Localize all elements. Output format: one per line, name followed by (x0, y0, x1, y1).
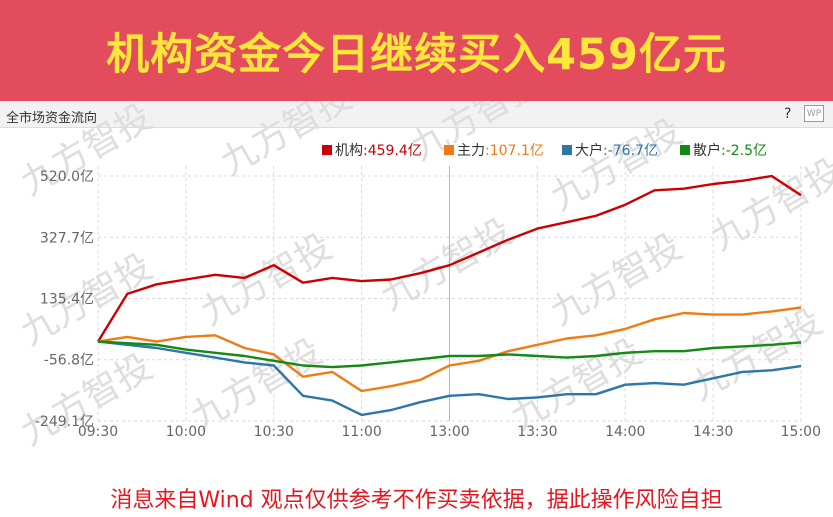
watermark-text: 九方智投 (14, 101, 159, 204)
legend-label: 主力:107.1亿 (457, 143, 544, 159)
panel-title: 全市场资金流向 (6, 111, 98, 126)
watermark-text: 九方智投 (544, 111, 689, 219)
legend-label: 散户:-2.5亿 (693, 142, 767, 159)
x-axis-ticks: 09:30 10:00 10:30 11:00 13:00 13:30 14:00 14:30… (78, 424, 821, 440)
grid-layer (97, 166, 802, 422)
legend-swatch (444, 145, 454, 155)
y-tick-label: 520.0亿 (40, 169, 94, 185)
help-icon[interactable]: ? (784, 106, 792, 122)
watermark-text: 九方智投 (184, 331, 329, 439)
legend-label: 大户:-76.7亿 (575, 142, 658, 159)
y-tick-label: 135.4亿 (40, 292, 94, 308)
panel-header: 全市场资金流向 ? WP (0, 101, 833, 128)
headline-banner: 机构资金今日继续买入459亿元 (0, 0, 833, 101)
legend-value: :459.4亿 (363, 143, 422, 159)
wp-badge-icon[interactable]: WP (804, 105, 824, 122)
x-tick-label: 15:00 (781, 424, 821, 440)
x-tick-label: 14:00 (605, 424, 645, 440)
x-tick-label: 13:00 (429, 424, 469, 440)
series-layer (96, 174, 802, 417)
y-tick-label: 327.7亿 (40, 230, 94, 246)
x-tick-label: 10:30 (254, 424, 294, 440)
y-axis-ticks: 520.0亿 327.7亿 135.4亿 -56.8亿 -249.1亿 (35, 169, 94, 430)
legend-value: :107.1亿 (485, 143, 544, 159)
headline-title: 机构资金今日继续买入459亿元 (106, 29, 727, 80)
x-tick-label: 14:30 (693, 424, 733, 440)
legend-swatch (680, 145, 690, 155)
watermark-text: 九方智投 (684, 301, 829, 409)
y-tick-label: -249.1亿 (35, 414, 94, 430)
series-line-主力 (97, 306, 802, 393)
watermark-text: 九方智投 (704, 151, 833, 259)
legend-swatch (322, 145, 332, 155)
legend: 机构:459.4亿 主力:107.1亿 大户:-76.7亿 散户:-2.5亿 (322, 142, 767, 159)
legend-label: 机构:459.4亿 (335, 143, 422, 159)
series-line-大户 (97, 340, 802, 417)
x-tick-label: 09:30 (78, 424, 118, 440)
legend-value: :-76.7亿 (603, 143, 658, 159)
x-tick-label: 13:30 (517, 424, 557, 440)
x-tick-label: 11:00 (341, 424, 381, 440)
legend-swatch (562, 145, 572, 155)
series-line-散户 (97, 340, 802, 369)
x-tick-label: 10:00 (166, 424, 206, 440)
y-tick-label: -56.8亿 (44, 353, 94, 369)
disclaimer-text: 消息来自Wind 观点仅供参考不作买卖依据，据此操作风险自担 (110, 488, 723, 513)
legend-value: :-2.5亿 (721, 143, 767, 159)
series-line-机构 (96, 174, 802, 343)
fund-flow-panel: 全市场资金流向 ? WP (0, 101, 833, 453)
